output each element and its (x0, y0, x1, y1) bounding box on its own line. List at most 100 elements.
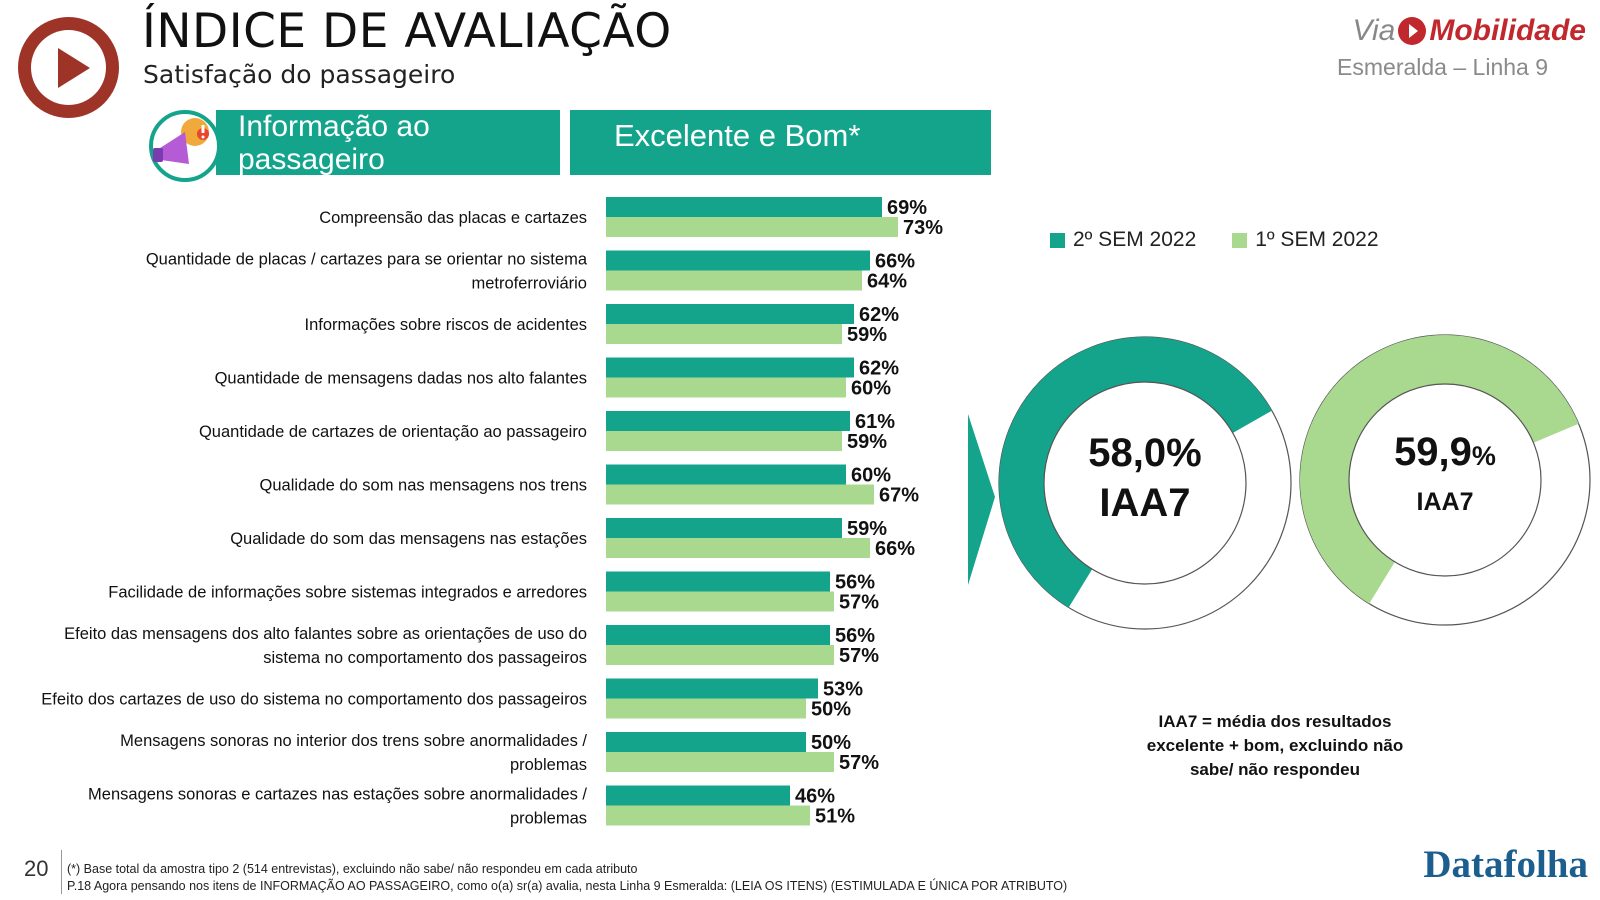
chart-legend: 2º SEM 2022 1º SEM 2022 (1050, 228, 1379, 252)
data-label-2sem-7: 56% (835, 572, 875, 594)
play-logo-icon (18, 17, 119, 118)
donut-1sem-pct: % (1471, 441, 1496, 471)
category-label-6: Qualidade do som das mensagens nas estaç… (230, 530, 587, 548)
category-label-10-line0: Mensagens sonoras no interior dos trens … (120, 732, 587, 750)
note-line2: excelente + bom, excluindo não (1146, 736, 1404, 755)
donut-2sem-value: 58,0% (1088, 431, 1202, 475)
data-label-2sem-11: 46% (795, 786, 835, 808)
bar-1sem-5 (606, 484, 874, 505)
data-label-1sem-10: 57% (839, 752, 879, 774)
note-line1: IAA7 = média dos resultados (1158, 712, 1392, 731)
data-label-2sem-2: 62% (859, 304, 899, 326)
data-label-2sem-8: 56% (835, 625, 875, 647)
donut-1sem-inner-ring (1348, 383, 1542, 577)
footnote-question: P.18 Agora pensando nos itens de INFORMA… (67, 879, 1068, 893)
legend-swatch-2sem (1050, 232, 1065, 248)
bar-2sem-8 (606, 625, 830, 645)
category-label-8-line0: Efeito das mensagens dos alto falantes s… (64, 625, 587, 643)
data-label-2sem-10: 50% (811, 732, 851, 754)
bar-2sem-1 (606, 250, 870, 271)
category-label-11-line0: Mensagens sonoras e cartazes nas estaçõe… (88, 786, 587, 804)
footer-divider (61, 850, 62, 894)
bar-2sem-6 (606, 518, 842, 538)
page-number: 20 (24, 856, 49, 881)
donut-2sem-label: IAA7 (1099, 481, 1191, 525)
data-label-1sem-8: 57% (839, 645, 879, 667)
category-label-4: Quantidade de cartazes de orientação ao … (199, 423, 587, 441)
data-label-1sem-0: 73% (903, 217, 943, 239)
data-label-1sem-2: 59% (847, 324, 887, 346)
section-topic-line1: Informação ao (238, 110, 430, 143)
data-label-2sem-0: 69% (887, 197, 927, 219)
bar-2sem-3 (606, 357, 854, 378)
donut-2sem-center: 58,0% IAA7 (1060, 430, 1230, 530)
section-metric-box: Excelente e Bom* (570, 110, 991, 175)
bar-2sem-9 (606, 678, 818, 699)
donut-1sem-center: 59,9% IAA7 (1360, 428, 1530, 519)
category-label-2: Informações sobre riscos de acidentes (305, 316, 587, 334)
page-subtitle: Satisfação do passageiro (143, 60, 456, 89)
bar-1sem-0 (606, 217, 898, 237)
category-label-10-line1: problemas (510, 756, 587, 774)
data-label-1sem-11: 51% (815, 806, 855, 828)
bar-1sem-9 (606, 698, 806, 719)
bar-1sem-7 (606, 591, 834, 612)
category-label-8-line1: sistema no comportamento dos passageiros (263, 649, 587, 667)
bar-2sem-5 (606, 464, 846, 485)
data-label-2sem-1: 66% (875, 251, 915, 273)
legend-swatch-1sem (1232, 232, 1248, 248)
data-label-1sem-6: 66% (875, 538, 915, 560)
bar-1sem-3 (606, 377, 846, 398)
section-metric: Excelente e Bom* (614, 118, 861, 153)
data-label-1sem-5: 67% (879, 485, 919, 507)
legend-item-2sem: 2º SEM 2022 (1050, 228, 1196, 252)
brand-via: Via (1352, 14, 1396, 47)
donut-2sem-inner-ring (1043, 381, 1247, 585)
brand-play-icon (1398, 17, 1427, 45)
data-label-2sem-9: 53% (823, 679, 863, 701)
datafolha-logo: Datafolha (1423, 843, 1588, 886)
megaphone-icon (149, 110, 221, 182)
donut-1sem-arc (1299, 334, 1579, 604)
bar-2sem-0 (606, 197, 882, 217)
data-label-2sem-3: 62% (859, 358, 899, 380)
bar-2sem-2 (606, 304, 854, 324)
bar-1sem-8 (606, 645, 834, 665)
bar-1sem-6 (606, 538, 870, 558)
legend-item-1sem: 1º SEM 2022 (1232, 228, 1379, 252)
page-title: ÍNDICE DE AVALIAÇÃO (142, 4, 672, 59)
brand-name: Mobilidade (1429, 14, 1586, 47)
legend-label-2sem: 2º SEM 2022 (1073, 228, 1197, 251)
bar-1sem-2 (606, 324, 842, 344)
bar-2sem-4 (606, 411, 850, 431)
footnote-base: (*) Base total da amostra tipo 2 (514 en… (67, 862, 638, 876)
data-label-1sem-7: 57% (839, 592, 879, 614)
category-label-1-line0: Quantidade de placas / cartazes para se … (146, 251, 588, 269)
data-label-2sem-5: 60% (851, 465, 891, 487)
bar-1sem-10 (606, 752, 834, 772)
bar-2sem-11 (606, 785, 790, 806)
data-label-1sem-3: 60% (851, 378, 891, 400)
brand-logo: Via Mobilidade (1353, 14, 1587, 48)
data-label-1sem-4: 59% (847, 431, 887, 453)
bar-2sem-7 (606, 571, 830, 592)
donut-1sem-value: 59,9 (1394, 430, 1472, 474)
category-label-1-line1: metroferroviário (471, 275, 587, 293)
data-label-2sem-6: 59% (847, 518, 887, 540)
section-topic-box: Informação ao passageiro (216, 110, 560, 176)
brand-line: Esmeralda – Linha 9 (1337, 54, 1548, 80)
category-label-3: Quantidade de mensagens dadas nos alto f… (215, 370, 587, 388)
section-topic-line2: passageiro (238, 143, 385, 176)
donut-1sem-label: IAA7 (1416, 488, 1474, 516)
iaa7-definition-note: IAA7 = média dos resultados excelente + … (1130, 710, 1420, 782)
category-label-0: Compreensão das placas e cartazes (319, 209, 587, 227)
category-label-7: Facilidade de informações sobre sistemas… (108, 584, 587, 602)
bar-1sem-11 (606, 805, 810, 826)
legend-label-1sem: 1º SEM 2022 (1255, 228, 1379, 251)
arrow-separator-icon (968, 414, 995, 585)
bar-2sem-10 (606, 732, 806, 752)
category-label-5: Qualidade do som nas mensagens nos trens (260, 477, 587, 495)
donut-2sem-arc (998, 337, 1272, 608)
category-label-11-line1: problemas (510, 810, 587, 828)
